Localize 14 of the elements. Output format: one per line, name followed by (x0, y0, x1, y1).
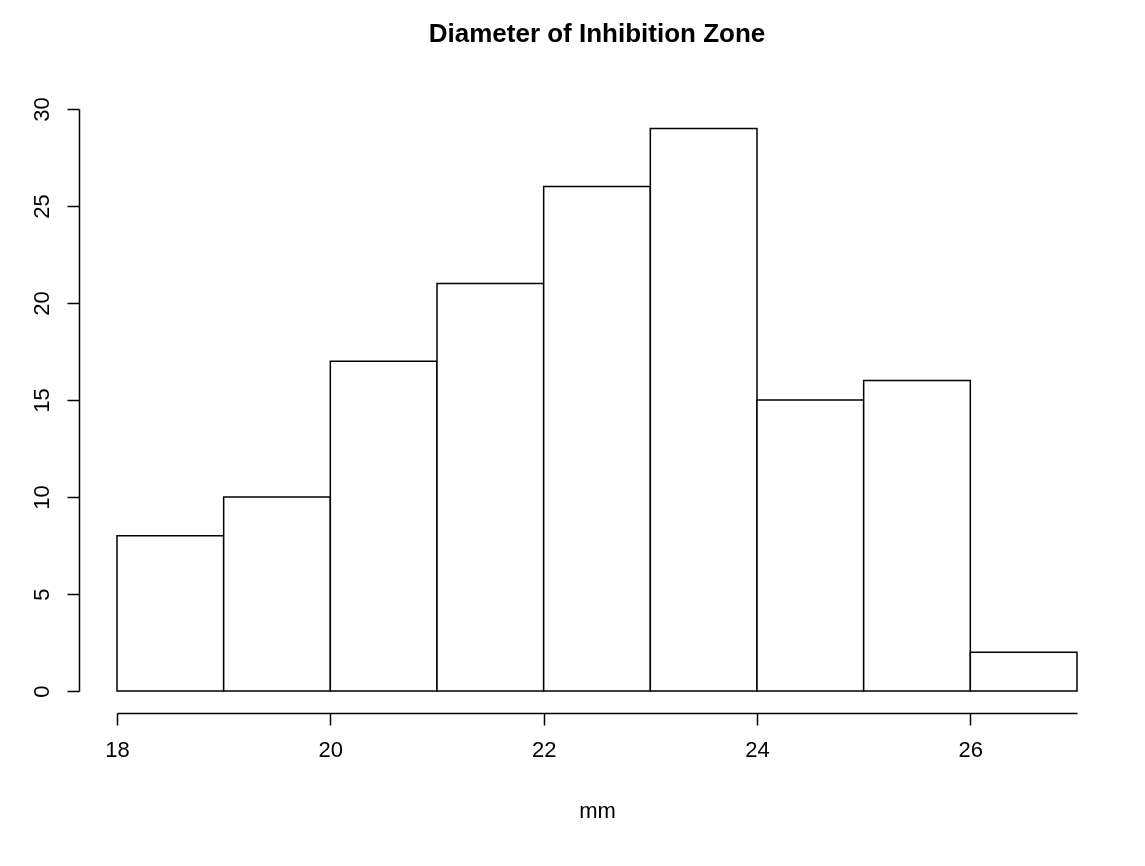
x-tick-label: 20 (318, 736, 344, 762)
x-tick-label: 18 (105, 736, 130, 762)
y-tick-label: 5 (28, 588, 54, 601)
y-tick-label: 30 (28, 97, 54, 122)
y-tick-label: 15 (28, 388, 54, 413)
x-tick-label: 24 (745, 736, 770, 762)
x-tick-label: 26 (958, 736, 984, 762)
chart-title: Diameter of Inhibition Zone (428, 17, 766, 48)
x-tick-label: 22 (531, 736, 557, 762)
y-tick-label: 10 (28, 485, 54, 510)
y-tick-label: 20 (28, 291, 54, 316)
y-tick-label: 0 (28, 685, 54, 698)
y-tick-label: 25 (28, 194, 54, 219)
x-axis-title: mm (579, 797, 616, 823)
